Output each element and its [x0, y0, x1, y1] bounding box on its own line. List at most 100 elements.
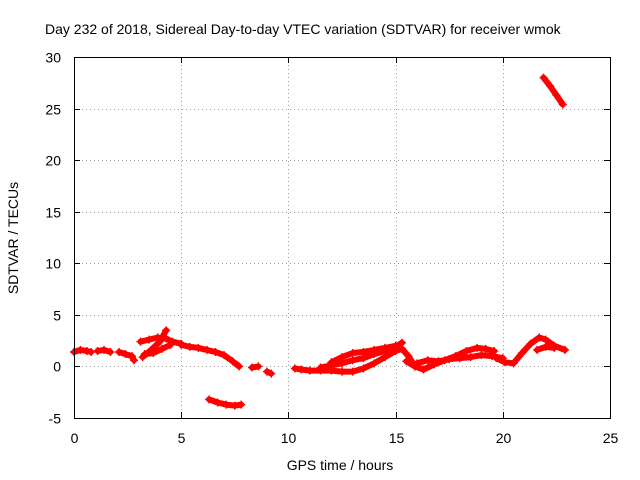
- data-point: [423, 356, 432, 365]
- data-point: [145, 335, 154, 344]
- data-point: [535, 333, 544, 342]
- series-arc-18: [539, 73, 567, 109]
- data-point: [398, 338, 407, 347]
- data-point: [235, 362, 244, 371]
- data-point: [481, 344, 490, 353]
- series-arc-10: [262, 367, 276, 378]
- data-point: [127, 352, 136, 361]
- data-point: [136, 337, 145, 346]
- data-point: [419, 365, 428, 374]
- data-point: [462, 346, 471, 355]
- data-point: [539, 73, 548, 82]
- y-tick-label: 25: [45, 102, 61, 118]
- data-point: [533, 345, 542, 354]
- data-point: [211, 347, 220, 356]
- x-tick-label: 0: [71, 430, 79, 446]
- data-point: [149, 349, 158, 358]
- data-point: [194, 343, 203, 352]
- data-point: [157, 344, 166, 353]
- y-tick-label: 15: [45, 205, 61, 221]
- data-point: [305, 366, 314, 375]
- series-arc-3: [115, 347, 139, 365]
- data-point: [500, 358, 509, 367]
- data-point: [359, 347, 368, 356]
- data-point: [545, 81, 554, 90]
- data-point: [402, 357, 411, 366]
- y-axis-label: SDTVAR / TECUs: [5, 182, 21, 294]
- series-arc-6: [140, 340, 175, 359]
- data-point: [477, 351, 486, 360]
- series-arc-2: [93, 345, 115, 356]
- data-point: [247, 363, 256, 372]
- y-tick-label: 10: [45, 256, 61, 272]
- data-point: [290, 364, 299, 373]
- data-point: [130, 356, 139, 365]
- data-point: [492, 354, 501, 363]
- series-arc-16: [492, 333, 569, 368]
- data-point: [558, 100, 567, 109]
- data-point: [213, 398, 222, 407]
- data-point: [518, 349, 527, 358]
- series-trace: [116, 349, 137, 364]
- data-point: [262, 367, 271, 376]
- data-point: [115, 347, 124, 356]
- data-point: [338, 367, 346, 376]
- data-point: [222, 400, 231, 409]
- data-point: [87, 347, 96, 356]
- data-point: [445, 355, 454, 364]
- data-point: [404, 352, 413, 361]
- data-point: [552, 91, 561, 100]
- data-point: [162, 326, 171, 335]
- x-tick-label: 15: [389, 430, 405, 446]
- x-tick-label: 5: [178, 430, 186, 446]
- data-point: [413, 359, 422, 368]
- data-point: [237, 400, 246, 409]
- data-point: [509, 359, 518, 368]
- x-tick-label: 20: [496, 430, 512, 446]
- data-series: [70, 73, 569, 410]
- data-point: [455, 354, 464, 363]
- data-point: [106, 347, 115, 356]
- axis-ticks: 0 5 10 15 20 25 -5 0 5 10 15 20 25 30: [45, 50, 618, 447]
- series-arc-8: [205, 395, 246, 410]
- data-point: [93, 346, 102, 355]
- data-point: [338, 353, 346, 362]
- y-tick-label: 20: [45, 153, 61, 169]
- data-point: [177, 340, 186, 349]
- data-point: [220, 351, 229, 360]
- data-point: [541, 342, 550, 351]
- data-point: [166, 340, 175, 349]
- data-point: [434, 357, 443, 366]
- series-arc-15: [413, 351, 507, 368]
- data-point: [473, 343, 482, 352]
- data-point: [155, 337, 164, 346]
- data-point: [230, 401, 239, 410]
- x-axis-label: GPS time / hours: [287, 457, 394, 473]
- data-point: [550, 343, 559, 352]
- data-point: [359, 364, 368, 373]
- data-point: [202, 345, 211, 354]
- data-point: [205, 395, 214, 404]
- data-point: [100, 345, 109, 354]
- data-point: [541, 335, 550, 344]
- series-arc-9: [247, 362, 263, 372]
- data-point: [121, 350, 130, 359]
- data-point: [185, 342, 194, 351]
- data-point: [82, 346, 91, 355]
- data-point: [391, 341, 400, 350]
- y-tick-label: 0: [53, 359, 61, 375]
- data-point: [370, 345, 379, 354]
- data-point: [297, 365, 306, 374]
- series-arc-11: [290, 344, 419, 376]
- data-point: [348, 367, 357, 376]
- data-point: [76, 345, 85, 354]
- data-point: [228, 357, 237, 366]
- data-point: [140, 350, 149, 359]
- plot-frame: [74, 57, 611, 419]
- data-point: [316, 363, 325, 372]
- data-point: [327, 358, 336, 367]
- data-point: [370, 359, 379, 368]
- y-tick-label: 30: [45, 50, 61, 66]
- data-point: [348, 356, 357, 365]
- series-arc-17: [533, 342, 559, 354]
